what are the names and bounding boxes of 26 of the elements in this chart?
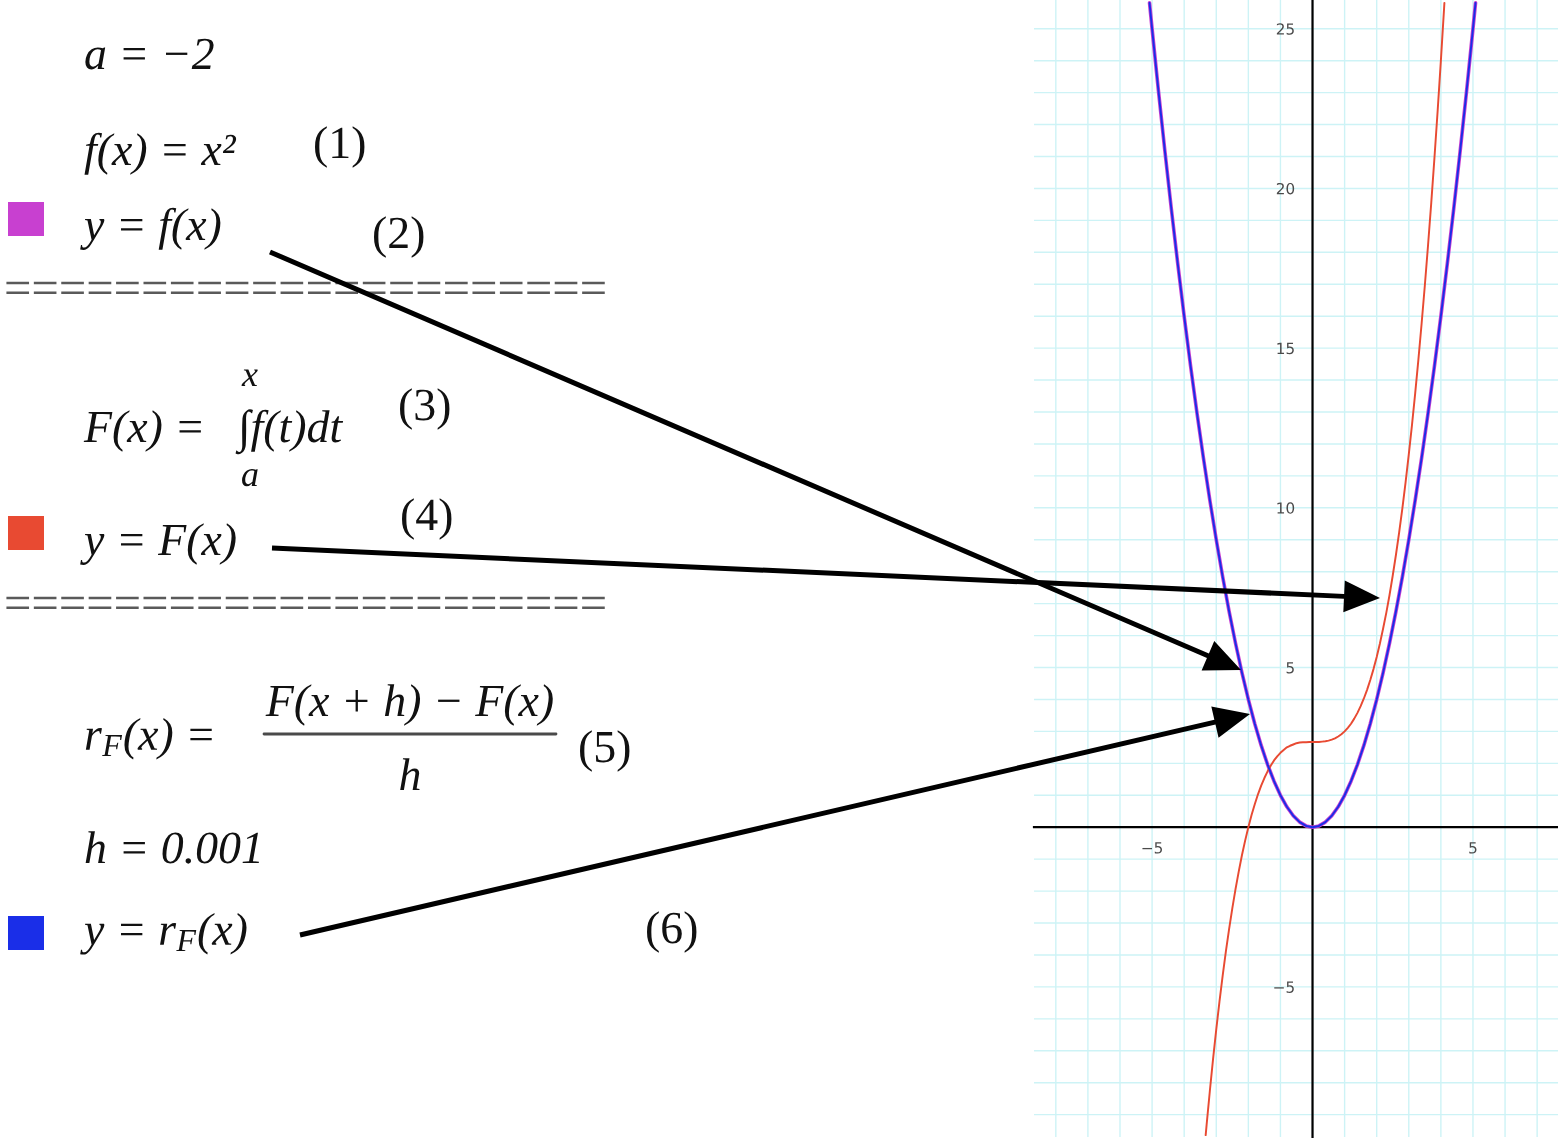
legend-label: y = F(x) — [80, 523, 236, 565]
text: h — [400, 758, 420, 790]
text: f(x) = x² — [84, 132, 237, 175]
text: a — [242, 469, 258, 487]
y-tick-label: 15 — [1277, 342, 1294, 355]
y-tick-label: 10 — [1277, 502, 1295, 514]
text: x — [241, 369, 258, 386]
text: (3) — [400, 388, 450, 430]
text: F(x + h) − F(x) — [265, 684, 553, 726]
text: a = −2 — [85, 38, 214, 70]
y-tick-label: 20 — [1276, 182, 1295, 195]
text: F(x) = — [83, 410, 201, 452]
legend-label: y = r$_{F}$(x) — [80, 912, 247, 955]
y-tick-label: 5 — [1286, 662, 1294, 674]
text: (6) — [647, 911, 697, 953]
text: ====================== — [6, 596, 605, 609]
text: (2) — [374, 216, 424, 258]
text: ∫f(t)dt — [235, 409, 344, 455]
text: (4) — [402, 498, 452, 540]
text: h = 0.001 — [85, 831, 259, 864]
y-tick-label: −5 — [1274, 981, 1294, 993]
y-tick-label: 25 — [1276, 23, 1294, 35]
text: (1) — [315, 126, 365, 168]
text: (5) — [580, 730, 630, 772]
text: r$_{F}$(x) = — [85, 717, 212, 760]
legend-label: y = f(x) — [80, 207, 221, 250]
